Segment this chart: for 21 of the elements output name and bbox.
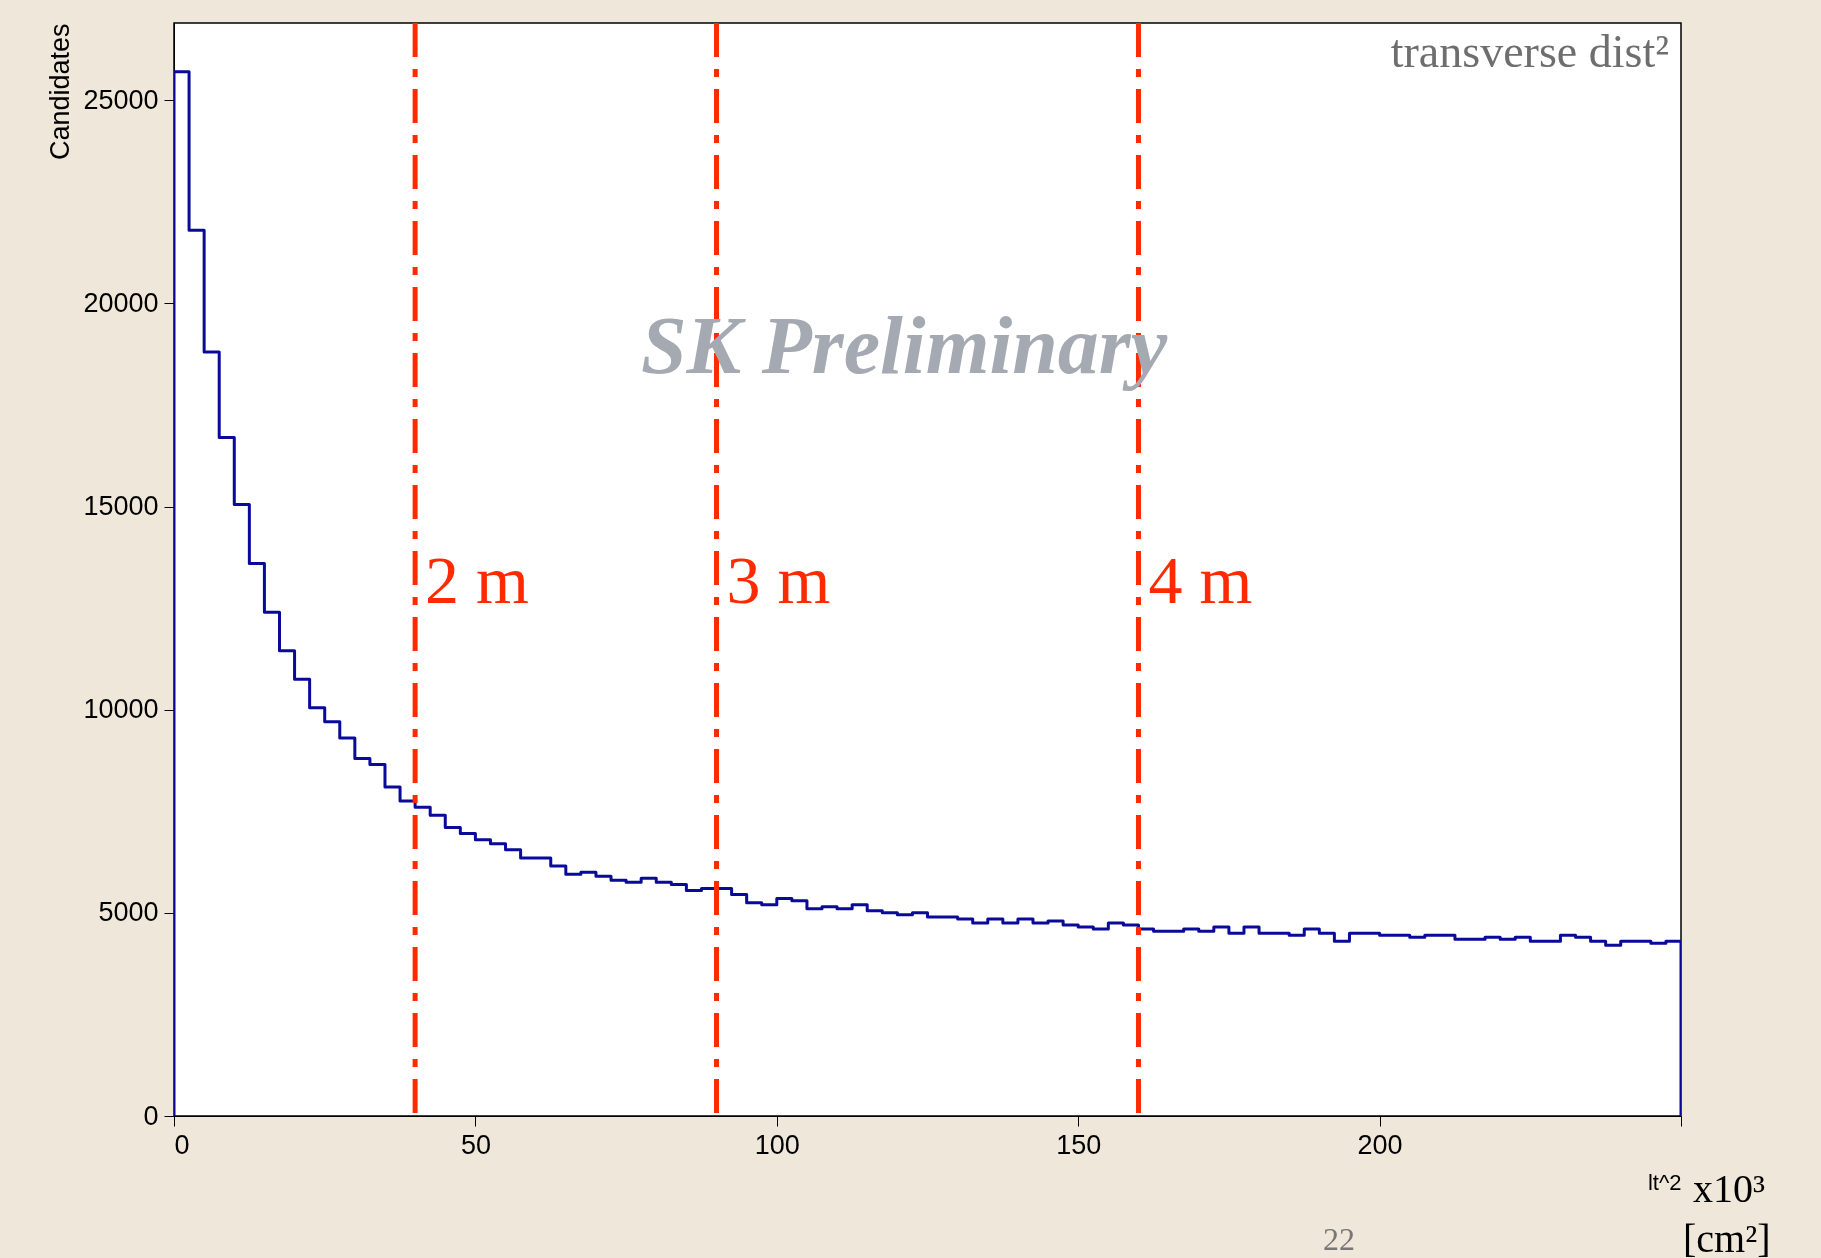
x-tick-label: 0 [174, 1129, 190, 1160]
text: 22 [1323, 1221, 1355, 1257]
text: [cm²] [1683, 1216, 1771, 1258]
y-tick-label: 5000 [98, 897, 159, 928]
x-tick-label: 100 [754, 1129, 800, 1160]
annotation: transverse dist² [1390, 26, 1669, 77]
ref-line-label: 3 m [726, 542, 831, 618]
x-tick-label: 150 [1056, 1129, 1102, 1160]
ref-line-label: 2 m [425, 542, 530, 618]
x-axis-title: lt^2 [1647, 1169, 1682, 1195]
x-tick-label: 50 [460, 1129, 491, 1160]
ref-line-label: 4 m [1148, 542, 1253, 618]
y-axis-title: Candidates [45, 23, 76, 161]
y-tick-label: 15000 [83, 491, 159, 522]
y-tick-label: 0 [143, 1100, 159, 1131]
x-tick-label: 200 [1357, 1129, 1403, 1160]
y-tick-label: 25000 [83, 84, 159, 115]
y-tick-label: 10000 [83, 694, 159, 725]
text: x10³ [1693, 1166, 1765, 1211]
annotation: SK Preliminary [640, 300, 1168, 391]
y-tick-label: 20000 [83, 287, 159, 318]
